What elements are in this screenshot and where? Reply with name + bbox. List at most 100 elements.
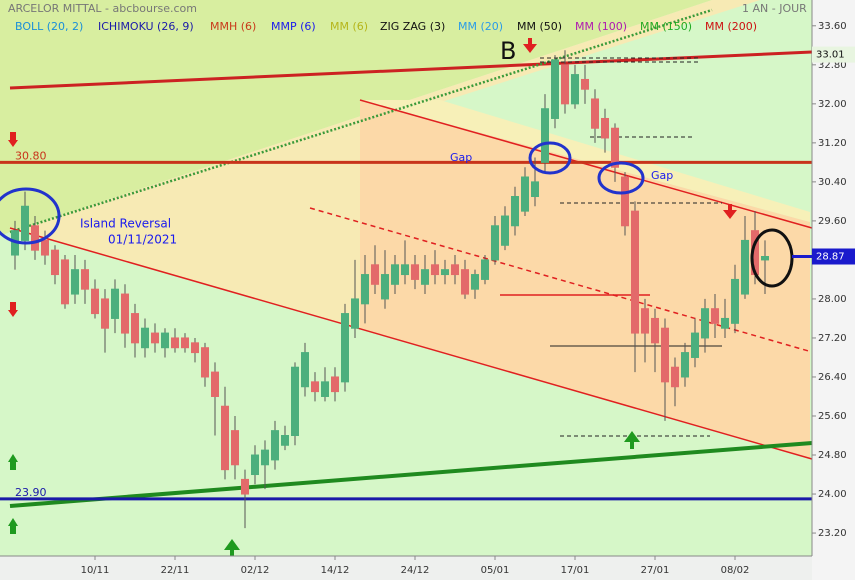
- candle-body: [551, 59, 559, 119]
- candle-body: [231, 430, 239, 466]
- candle-body: [241, 478, 249, 495]
- candle-body: [451, 264, 459, 276]
- candle-body: [41, 239, 49, 256]
- legend-item: MM (20): [458, 20, 503, 33]
- annotations: B Gap Gap Island Reversal 01/11/2021: [0, 37, 794, 557]
- candle-body: [311, 381, 319, 393]
- legend-item: MM (150): [640, 20, 692, 33]
- candle-body: [481, 259, 489, 280]
- legend-item: BOLL (20, 2): [15, 20, 83, 33]
- candle-body: [201, 347, 209, 378]
- candle-body: [671, 366, 679, 388]
- annotation: Gap: [651, 169, 673, 182]
- candle-body: [321, 381, 329, 397]
- x-axis-area: [0, 556, 812, 580]
- candle-body: [31, 225, 39, 251]
- arrow-down: [8, 132, 18, 147]
- candle-body: [641, 308, 649, 334]
- arrow-up: [8, 518, 18, 534]
- background: [0, 0, 813, 556]
- legend-item: ZIG ZAG (3): [380, 20, 445, 33]
- candle-body: [381, 274, 389, 300]
- highlight: [597, 161, 645, 195]
- candle-body: [621, 176, 629, 227]
- candle-body: [401, 264, 409, 276]
- x-tick-label: 14/12: [321, 565, 350, 576]
- axes: 23.2024.0024.8025.6026.4027.2028.0028.80…: [81, 21, 855, 576]
- chart-title: ARCELOR MITTAL - abcbourse.com: [8, 2, 197, 15]
- y-tick-label: 31.20: [818, 138, 847, 149]
- y-tick-label: 24.00: [818, 489, 847, 500]
- candle-body: [81, 269, 89, 290]
- arrow-down: [723, 204, 737, 219]
- channel-line: [9, 227, 813, 460]
- candle-body: [251, 454, 259, 476]
- candle-body: [391, 264, 399, 285]
- price-marker: [812, 248, 855, 265]
- y-tick-label: 23.20: [818, 528, 847, 539]
- annotation: B: [500, 37, 516, 65]
- x-tick-label: 27/01: [641, 565, 670, 576]
- y-tick-label: 28.00: [818, 294, 847, 305]
- trend-line: [9, 8, 713, 234]
- zone: [0, 0, 712, 236]
- candle-body: [431, 264, 439, 276]
- arrow-down: [8, 302, 18, 317]
- candle-body: [331, 376, 339, 393]
- annotation: Gap: [450, 151, 472, 164]
- candle-body: [691, 332, 699, 358]
- trend-line: [9, 50, 813, 90]
- y-tick-label: 24.80: [818, 450, 847, 461]
- candle-body: [71, 269, 79, 295]
- price-label: 33.01: [816, 50, 845, 61]
- legend-item: MMP (6): [271, 20, 316, 33]
- candle-body: [161, 332, 169, 349]
- price-label: 28.87: [816, 252, 845, 263]
- legend-item: MM (200): [705, 20, 757, 33]
- candle-body: [501, 215, 509, 246]
- candle-body: [511, 196, 519, 227]
- arrow-up: [8, 454, 18, 470]
- arrow-down: [523, 38, 537, 53]
- candle-body: [141, 327, 149, 349]
- candle-body: [631, 210, 639, 334]
- candle-body: [581, 78, 589, 90]
- candle-body: [761, 256, 769, 261]
- y-tick-label: 25.60: [818, 411, 847, 422]
- legend-item: MM (50): [517, 20, 562, 33]
- candle-body: [491, 225, 499, 261]
- candle-body: [131, 313, 139, 344]
- levels: 30.80 23.90: [0, 149, 812, 501]
- candle-body: [421, 269, 429, 285]
- legend-item: ICHIMOKU (26, 9): [98, 20, 194, 33]
- y-tick-label: 30.40: [818, 177, 847, 188]
- candle-body: [471, 274, 479, 290]
- candle-body: [721, 317, 729, 329]
- candle-body: [51, 249, 59, 276]
- annotation: Island Reversal: [80, 217, 171, 231]
- highlight: [528, 141, 572, 175]
- y-tick-label: 27.20: [818, 333, 847, 344]
- x-tick-label: 10/11: [81, 565, 110, 576]
- legend: BOLL (20, 2) ICHIMOKU (26, 9) MMH (6) MMP (…: [15, 20, 757, 33]
- candle-body: [21, 205, 29, 241]
- period: 1 AN - JOUR: [742, 2, 807, 15]
- y-tick-label: 26.40: [818, 372, 847, 383]
- zone: [10, 0, 760, 329]
- trend-line: [9, 441, 813, 508]
- y-axis-area: [812, 0, 855, 580]
- candle-body: [341, 313, 349, 383]
- price-marker: [812, 46, 855, 63]
- candle-body: [741, 239, 749, 295]
- y-tick-label: 29.60: [818, 216, 847, 227]
- candle-body: [191, 342, 199, 354]
- arrow-up: [224, 539, 240, 557]
- candle-body: [91, 288, 99, 315]
- annotation: 01/11/2021: [108, 233, 177, 247]
- candle-body: [411, 264, 419, 280]
- candle-body: [151, 332, 159, 344]
- zone: [360, 100, 810, 458]
- candle-body: [531, 181, 539, 198]
- x-tick-label: 08/02: [721, 565, 750, 576]
- x-tick-label: 05/01: [481, 565, 510, 576]
